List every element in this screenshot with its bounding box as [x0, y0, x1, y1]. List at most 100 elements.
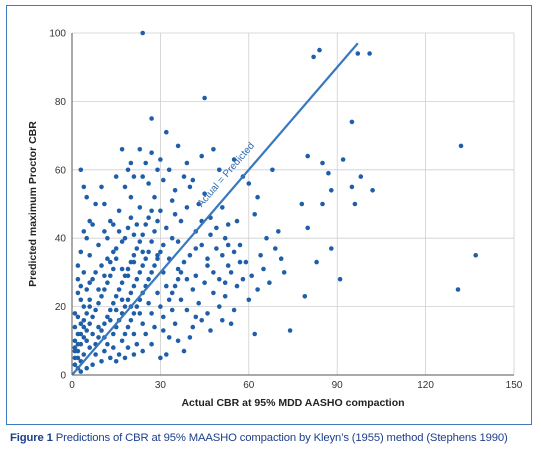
data-point: [152, 229, 157, 234]
data-point: [231, 307, 237, 313]
data-point: [72, 338, 78, 344]
data-point: [116, 352, 122, 357]
data-point: [222, 280, 228, 286]
data-point: [169, 235, 175, 241]
data-point: [158, 157, 163, 162]
data-point: [78, 331, 84, 337]
y-tick-label: 80: [55, 97, 67, 108]
data-point: [228, 321, 234, 327]
data-point: [75, 276, 81, 282]
data-point: [161, 242, 166, 248]
y-axis-title: Predicted maximum Proctor CBR: [27, 121, 39, 287]
data-point: [87, 345, 92, 350]
data-point: [134, 246, 140, 251]
data-point: [255, 194, 260, 200]
data-point: [455, 287, 461, 292]
data-point: [181, 348, 187, 354]
data-point: [93, 201, 98, 207]
data-point: [131, 174, 137, 179]
data-point: [169, 198, 175, 203]
data-point: [105, 280, 110, 286]
data-point: [193, 246, 199, 251]
data-point: [205, 256, 210, 262]
data-point: [140, 348, 145, 354]
data-point: [75, 290, 81, 296]
data-point: [99, 359, 104, 364]
data-point: [299, 201, 305, 207]
data-point: [225, 222, 231, 227]
y-tick-label: 40: [55, 234, 67, 245]
data-point: [93, 352, 98, 357]
data-point: [158, 249, 163, 255]
data-point: [152, 324, 157, 330]
data-point: [317, 47, 322, 53]
data-point: [93, 307, 98, 313]
x-tick-label: 120: [417, 380, 434, 391]
data-point: [81, 270, 87, 275]
data-point: [87, 218, 92, 224]
data-point: [111, 300, 116, 306]
data-point: [125, 297, 131, 303]
data-point: [178, 270, 184, 275]
data-point: [281, 270, 287, 275]
data-point: [81, 318, 87, 323]
data-point: [111, 266, 116, 272]
data-point: [87, 297, 92, 303]
figure-caption-label: Figure 1: [10, 432, 53, 444]
data-point: [131, 331, 137, 337]
data-points: [72, 30, 479, 374]
data-point: [134, 276, 140, 282]
data-point: [122, 355, 128, 361]
data-point: [72, 362, 78, 368]
data-point: [81, 304, 87, 309]
data-point: [217, 167, 222, 173]
data-point: [205, 311, 210, 316]
data-point: [270, 167, 275, 173]
data-point: [208, 328, 213, 333]
x-tick-label: 150: [506, 380, 523, 391]
data-point: [146, 300, 151, 306]
data-point: [249, 273, 254, 279]
data-point: [72, 311, 78, 316]
data-point: [111, 345, 116, 350]
data-point: [240, 276, 246, 282]
data-point: [276, 229, 281, 234]
data-point: [102, 321, 107, 327]
data-point: [258, 253, 263, 258]
data-point: [202, 280, 207, 286]
data-point: [202, 191, 207, 196]
data-point: [137, 311, 143, 316]
data-point: [113, 294, 119, 299]
data-point: [78, 167, 84, 173]
data-point: [161, 328, 166, 333]
data-point: [311, 54, 316, 60]
data-point: [122, 331, 128, 337]
data-point: [458, 143, 464, 149]
data-point: [84, 328, 89, 333]
data-point: [105, 256, 110, 262]
data-point: [155, 290, 160, 296]
data-point: [161, 314, 166, 320]
data-point: [96, 300, 101, 306]
data-point: [149, 311, 154, 316]
data-point: [119, 239, 125, 244]
data-point: [149, 208, 154, 214]
x-tick-label: 90: [332, 380, 344, 391]
data-point: [149, 239, 154, 244]
data-point: [84, 194, 89, 200]
data-point: [128, 259, 134, 265]
data-point: [214, 246, 219, 251]
data-point: [99, 328, 104, 333]
data-point: [90, 222, 95, 227]
data-point: [169, 307, 175, 313]
data-point: [231, 157, 237, 162]
data-point: [105, 314, 110, 320]
data-point: [358, 174, 364, 179]
data-point: [102, 229, 107, 234]
data-point: [155, 253, 160, 258]
data-point: [96, 335, 101, 340]
data-point: [81, 335, 87, 340]
data-point: [78, 249, 84, 255]
data-point: [196, 300, 201, 306]
data-point: [84, 311, 89, 316]
